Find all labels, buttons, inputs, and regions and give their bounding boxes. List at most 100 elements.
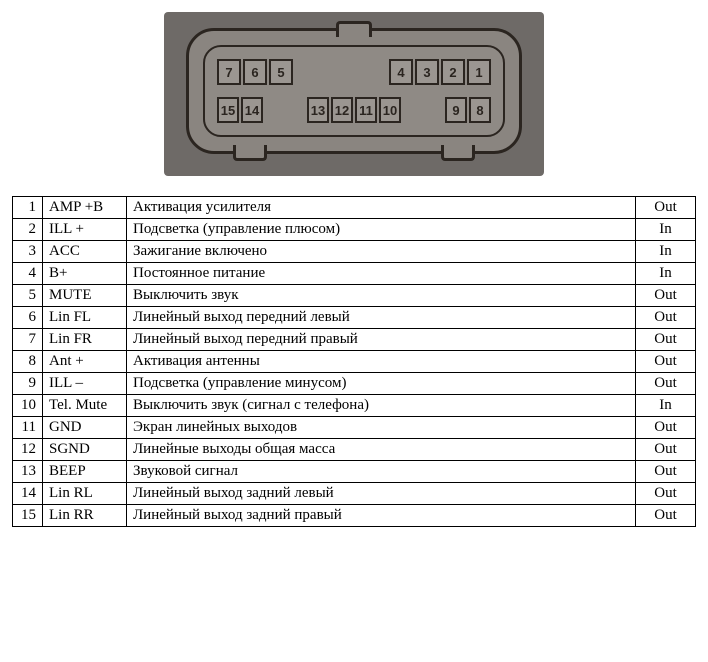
connector-tab-top [336,21,372,37]
signal-name: MUTE [43,285,127,307]
pin-number: 11 [13,417,43,439]
signal-description: Линейные выходы общая масса [127,439,636,461]
table-row: 10Tel. MuteВыключить звук (сигнал с теле… [13,395,696,417]
signal-direction: In [636,395,696,417]
signal-description: Подсветка (управление плюсом) [127,219,636,241]
signal-description: Постоянное питание [127,263,636,285]
pinout-table: 1AMP +BАктивация усилителяOut2ILL +Подсв… [12,196,696,527]
table-row: 13BEEPЗвуковой сигналOut [13,461,696,483]
signal-direction: Out [636,329,696,351]
signal-description: Звуковой сигнал [127,461,636,483]
table-row: 6Lin FLЛинейный выход передний левыйOut [13,307,696,329]
signal-description: Активация усилителя [127,197,636,219]
pin-group: 98 [445,97,491,123]
signal-description: Выключить звук [127,285,636,307]
pin-15: 15 [217,97,239,123]
pin-group: 13121110 [307,97,401,123]
pin-number: 14 [13,483,43,505]
pin-number: 7 [13,329,43,351]
signal-name: Lin RR [43,505,127,527]
signal-description: Подсветка (управление минусом) [127,373,636,395]
pin-row-top: 765 4321 [217,57,491,85]
connector-diagram: 7654321 15141312111098 [164,12,544,176]
table-row: 12SGNDЛинейные выходы общая массаOut [13,439,696,461]
signal-direction: In [636,219,696,241]
pin-number: 9 [13,373,43,395]
signal-direction: Out [636,285,696,307]
table-row: 7Lin FRЛинейный выход передний правыйOut [13,329,696,351]
pin-6: 6 [243,59,267,85]
pin-group: 765 [217,59,293,85]
signal-name: GND [43,417,127,439]
signal-direction: Out [636,483,696,505]
pin-number: 13 [13,461,43,483]
table-row: 2ILL +Подсветка (управление плюсом)In [13,219,696,241]
pin-number: 1 [13,197,43,219]
signal-description: Линейный выход передний левый [127,307,636,329]
signal-direction: In [636,241,696,263]
connector-outline: 7654321 15141312111098 [186,28,522,154]
pin-number: 3 [13,241,43,263]
table-row: 3ACCЗажигание включеноIn [13,241,696,263]
signal-name: BEEP [43,461,127,483]
pin-14: 14 [241,97,263,123]
signal-direction: Out [636,351,696,373]
pin-group: 4321 [389,59,491,85]
signal-name: B+ [43,263,127,285]
pin-11: 11 [355,97,377,123]
table-row: 11GNDЭкран линейных выходовOut [13,417,696,439]
pin-number: 6 [13,307,43,329]
table-row: 15Lin RRЛинейный выход задний правыйOut [13,505,696,527]
signal-description: Линейный выход передний правый [127,329,636,351]
table-row: 14Lin RLЛинейный выход задний левыйOut [13,483,696,505]
pin-1: 1 [467,59,491,85]
pin-3: 3 [415,59,439,85]
pin-13: 13 [307,97,329,123]
pin-10: 10 [379,97,401,123]
signal-direction: Out [636,439,696,461]
pin-number: 2 [13,219,43,241]
pin-9: 9 [445,97,467,123]
signal-name: Tel. Mute [43,395,127,417]
signal-name: ILL + [43,219,127,241]
pin-number: 15 [13,505,43,527]
signal-name: Lin FR [43,329,127,351]
table-row: 1AMP +BАктивация усилителяOut [13,197,696,219]
signal-direction: Out [636,373,696,395]
signal-name: AMP +B [43,197,127,219]
pin-8: 8 [469,97,491,123]
signal-name: Ant + [43,351,127,373]
signal-direction: Out [636,307,696,329]
pin-number: 8 [13,351,43,373]
pin-number: 4 [13,263,43,285]
signal-description: Экран линейных выходов [127,417,636,439]
connector-tab-bottom-left [233,145,267,161]
pin-2: 2 [441,59,465,85]
pin-5: 5 [269,59,293,85]
table-row: 9ILL –Подсветка (управление минусом)Out [13,373,696,395]
signal-name: ILL – [43,373,127,395]
signal-description: Выключить звук (сигнал с телефона) [127,395,636,417]
signal-direction: Out [636,505,696,527]
signal-description: Линейный выход задний левый [127,483,636,505]
pin-number: 5 [13,285,43,307]
signal-name: Lin RL [43,483,127,505]
pin-group: 1514 [217,97,263,123]
signal-direction: In [636,263,696,285]
signal-description: Зажигание включено [127,241,636,263]
pin-row-bottom: 1514 13121110 98 [217,97,491,123]
signal-name: Lin FL [43,307,127,329]
table-row: 4B+Постоянное питаниеIn [13,263,696,285]
signal-direction: Out [636,417,696,439]
signal-name: SGND [43,439,127,461]
table-row: 5MUTEВыключить звукOut [13,285,696,307]
signal-description: Активация антенны [127,351,636,373]
pin-number: 12 [13,439,43,461]
pin-12: 12 [331,97,353,123]
signal-name: ACC [43,241,127,263]
connector-tab-bottom-right [441,145,475,161]
pin-7: 7 [217,59,241,85]
pin-number: 10 [13,395,43,417]
signal-description: Линейный выход задний правый [127,505,636,527]
signal-direction: Out [636,197,696,219]
